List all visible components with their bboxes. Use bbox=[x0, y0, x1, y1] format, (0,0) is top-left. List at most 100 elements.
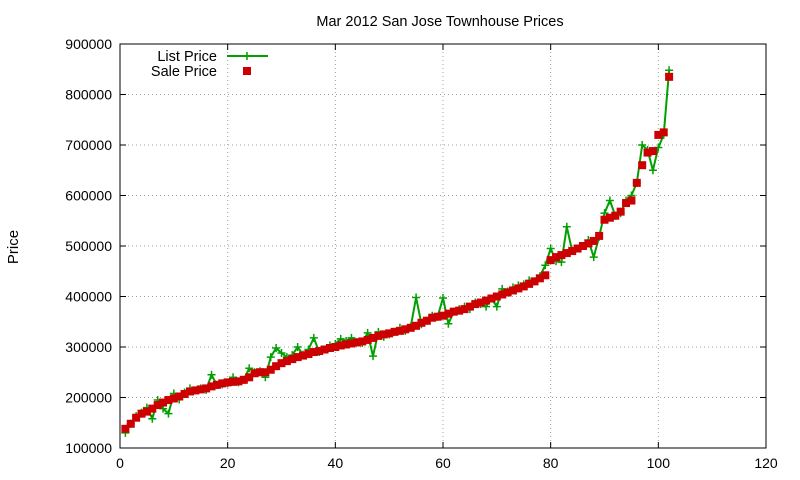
list-price-point bbox=[164, 409, 173, 418]
sale-price-point bbox=[288, 355, 297, 364]
sale-price-point bbox=[600, 215, 609, 224]
list-price-point bbox=[562, 222, 571, 231]
legend-label-list-price: List Price bbox=[157, 49, 217, 65]
sale-price-point bbox=[622, 199, 631, 208]
list-price-point bbox=[309, 333, 318, 342]
y-tick-label: 100000 bbox=[65, 440, 112, 456]
sale-price-point bbox=[148, 404, 157, 413]
x-tick-label: 80 bbox=[543, 455, 559, 471]
list-price-point bbox=[541, 261, 550, 270]
sale-price-point bbox=[180, 389, 189, 398]
sale-price-point bbox=[212, 380, 221, 389]
list-price-point bbox=[207, 370, 216, 379]
sale-price-point bbox=[654, 130, 663, 139]
sale-price-point bbox=[234, 377, 243, 386]
list-price-point bbox=[363, 328, 372, 337]
list-price-point bbox=[638, 141, 647, 149]
sale-price-point bbox=[132, 413, 141, 422]
sale-price-point bbox=[385, 329, 394, 338]
sale-price-point bbox=[455, 306, 464, 315]
sale-price-point bbox=[121, 424, 130, 433]
sale-price-point bbox=[309, 348, 318, 357]
sale-price-point bbox=[482, 296, 491, 305]
sale-price-point bbox=[255, 368, 264, 377]
list-price-point bbox=[412, 293, 421, 302]
legend-plus-marker bbox=[243, 52, 251, 60]
sale-price-point bbox=[412, 321, 421, 330]
list-price-point bbox=[546, 244, 555, 253]
sale-price-point bbox=[245, 373, 254, 382]
sale-price-point bbox=[476, 298, 485, 307]
sale-price-point bbox=[401, 325, 410, 334]
sale-price-point bbox=[202, 384, 211, 393]
sale-price-point bbox=[336, 341, 345, 350]
sale-price-point bbox=[185, 387, 194, 396]
chart-title: Mar 2012 San Jose Townhouse Prices bbox=[316, 14, 563, 30]
sale-price-point bbox=[557, 251, 566, 260]
sale-price-point bbox=[261, 368, 270, 377]
sale-price-point bbox=[363, 335, 372, 344]
list-price-point bbox=[439, 294, 447, 303]
sale-price-point bbox=[584, 239, 593, 248]
sale-price-point bbox=[191, 386, 200, 395]
list-price-point bbox=[266, 353, 275, 362]
sale-price-point bbox=[207, 382, 216, 391]
tick-labels: 0 20 40 60 80 100 120 100000 200000 300000 400000 5… bbox=[65, 36, 778, 471]
y-tick-label: 400000 bbox=[65, 289, 112, 305]
list-price-point bbox=[293, 343, 302, 351]
sale-price-point bbox=[342, 340, 351, 349]
sale-price-point bbox=[142, 407, 151, 416]
sale-price-point bbox=[320, 345, 329, 354]
sale-price-point bbox=[471, 300, 480, 309]
y-axis-label: Price bbox=[5, 230, 22, 264]
sale-price-point bbox=[659, 128, 668, 137]
sale-price-point bbox=[169, 394, 178, 403]
y-tick-label: 600000 bbox=[65, 188, 112, 204]
plot-border bbox=[119, 43, 767, 449]
sale-price-point bbox=[525, 279, 534, 288]
sale-price-point bbox=[369, 333, 378, 342]
sale-price-point bbox=[638, 161, 647, 170]
legend: List Price Sale Price bbox=[151, 49, 268, 80]
sale-price-point bbox=[352, 338, 361, 347]
sale-price-point bbox=[250, 369, 259, 378]
sale-price-point bbox=[573, 244, 582, 253]
sale-price-point bbox=[627, 196, 636, 205]
sale-price-point bbox=[218, 379, 227, 388]
legend-swatch-list-price-marker bbox=[243, 52, 251, 60]
list-price-point bbox=[492, 302, 501, 311]
sale-price-point bbox=[546, 256, 555, 265]
list-price-point bbox=[148, 414, 157, 423]
sale-price-point bbox=[503, 288, 512, 297]
x-tick-label: 40 bbox=[328, 455, 344, 471]
sale-price-point bbox=[239, 375, 248, 384]
sale-price-point bbox=[439, 311, 447, 320]
legend-swatch-sale-price bbox=[243, 67, 251, 75]
legend-label-sale-price: Sale Price bbox=[151, 64, 217, 80]
sale-price-point bbox=[325, 344, 334, 353]
sale-price-point bbox=[552, 253, 561, 262]
sale-price-point bbox=[465, 302, 474, 311]
list-price-point bbox=[277, 349, 286, 358]
sale-price-point bbox=[304, 350, 313, 359]
x-tick-label: 120 bbox=[754, 455, 778, 471]
sale-price-point bbox=[568, 247, 577, 256]
sale-price-point bbox=[541, 271, 550, 280]
sale-price-point bbox=[266, 365, 275, 374]
sale-price-point bbox=[632, 178, 641, 187]
sale-price-point bbox=[519, 282, 528, 291]
sale-price-point bbox=[406, 323, 415, 332]
sale-price-point bbox=[460, 305, 469, 314]
sale-price-point bbox=[648, 147, 657, 156]
sale-price-point bbox=[428, 313, 437, 322]
sale-price-point bbox=[347, 339, 356, 348]
sale-price-point bbox=[665, 72, 674, 81]
sale-price-point bbox=[315, 347, 324, 356]
x-tick-label: 60 bbox=[435, 455, 451, 471]
sale-price-point bbox=[358, 337, 367, 346]
sale-price-point bbox=[229, 377, 238, 386]
sale-price-point bbox=[331, 343, 340, 351]
sale-price-point bbox=[223, 378, 232, 387]
sale-price-point bbox=[299, 351, 308, 360]
